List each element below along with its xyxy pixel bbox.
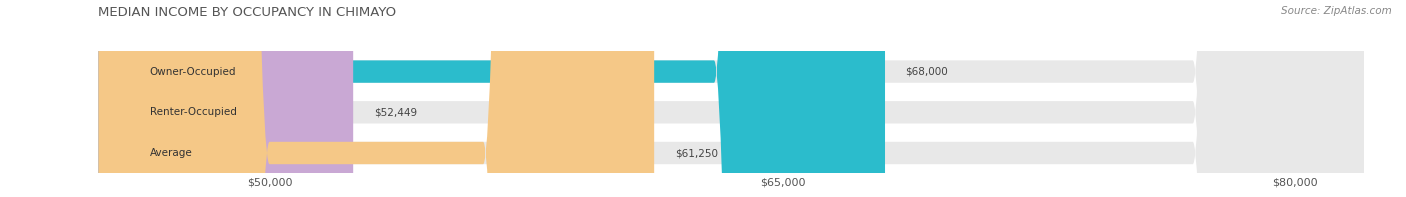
Text: MEDIAN INCOME BY OCCUPANCY IN CHIMAYO: MEDIAN INCOME BY OCCUPANCY IN CHIMAYO: [98, 6, 396, 19]
Text: $68,000: $68,000: [905, 67, 948, 77]
FancyBboxPatch shape: [98, 0, 353, 197]
FancyBboxPatch shape: [98, 0, 1364, 197]
Text: Source: ZipAtlas.com: Source: ZipAtlas.com: [1281, 6, 1392, 16]
FancyBboxPatch shape: [98, 0, 1364, 197]
Text: Average: Average: [149, 148, 193, 158]
Text: Renter-Occupied: Renter-Occupied: [149, 107, 236, 117]
FancyBboxPatch shape: [98, 0, 1364, 197]
FancyBboxPatch shape: [98, 0, 654, 197]
Text: $61,250: $61,250: [675, 148, 717, 158]
Text: Owner-Occupied: Owner-Occupied: [149, 67, 236, 77]
Text: $52,449: $52,449: [374, 107, 416, 117]
FancyBboxPatch shape: [98, 0, 884, 197]
